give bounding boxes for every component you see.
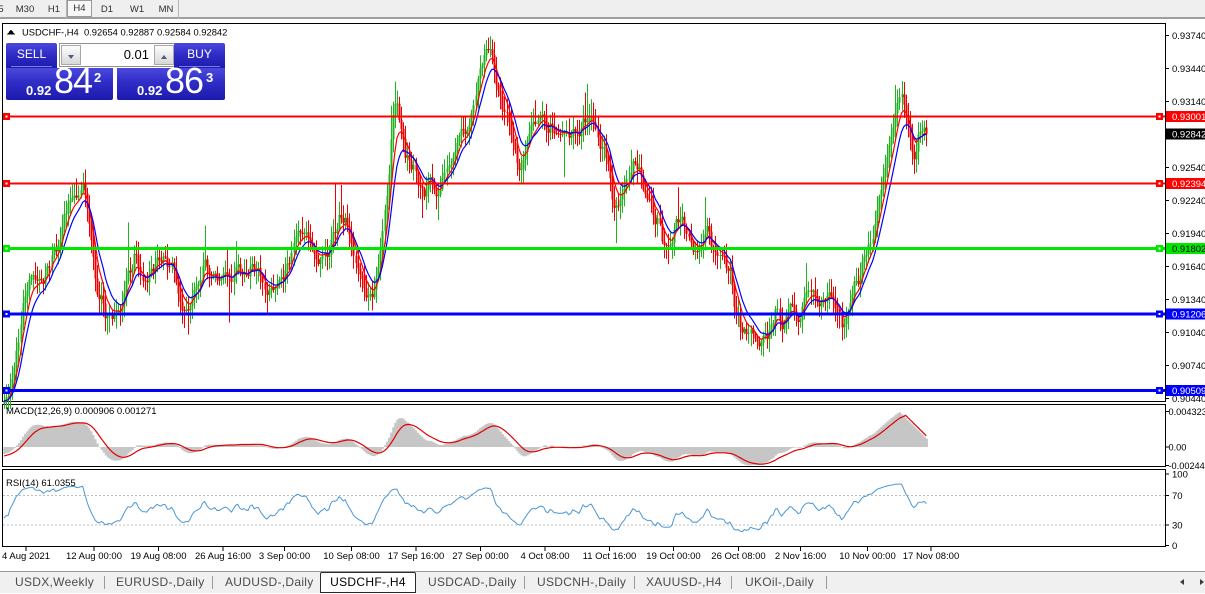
svg-text:27 Sep 00:00: 27 Sep 00:00 xyxy=(452,551,509,562)
svg-text:30: 30 xyxy=(1172,520,1183,531)
svg-text:0.91040: 0.91040 xyxy=(1172,328,1205,339)
svg-text:0.91802: 0.91802 xyxy=(1172,244,1205,255)
svg-text:4 Oct 08:00: 4 Oct 08:00 xyxy=(520,551,569,562)
svg-text:19 Oct 00:00: 19 Oct 00:00 xyxy=(646,551,700,562)
svg-text:0: 0 xyxy=(1172,541,1177,552)
svg-text:26 Oct 08:00: 26 Oct 08:00 xyxy=(711,551,765,562)
svg-text:0.93001: 0.93001 xyxy=(1172,112,1205,123)
svg-text:100: 100 xyxy=(1172,470,1188,481)
svg-text:10 Nov 00:00: 10 Nov 00:00 xyxy=(839,551,896,562)
svg-text:0.91940: 0.91940 xyxy=(1172,229,1205,240)
svg-text:17 Sep 16:00: 17 Sep 16:00 xyxy=(388,551,445,562)
svg-text:0.90509: 0.90509 xyxy=(1172,386,1205,397)
svg-text:0.92394: 0.92394 xyxy=(1172,179,1205,190)
svg-text:RSI(14) 61.0355: RSI(14) 61.0355 xyxy=(6,478,76,489)
svg-text:19 Aug 08:00: 19 Aug 08:00 xyxy=(131,551,187,562)
svg-text:0.00: 0.00 xyxy=(1169,443,1187,453)
svg-text:10 Sep 08:00: 10 Sep 08:00 xyxy=(323,551,380,562)
svg-text:70: 70 xyxy=(1172,491,1183,502)
svg-text:MACD(12,26,9) 0.000906 0.00127: MACD(12,26,9) 0.000906 0.001271 xyxy=(6,406,157,417)
svg-text:0.93440: 0.93440 xyxy=(1172,64,1205,75)
svg-text:0.92540: 0.92540 xyxy=(1172,163,1205,174)
svg-text:0.004323: 0.004323 xyxy=(1169,407,1205,417)
svg-text:26 Aug 16:00: 26 Aug 16:00 xyxy=(195,551,251,562)
svg-text:11 Oct 16:00: 11 Oct 16:00 xyxy=(583,551,637,562)
svg-text:0.91206: 0.91206 xyxy=(1172,310,1205,321)
svg-text:0.91340: 0.91340 xyxy=(1172,295,1205,306)
svg-text:12 Aug 00:00: 12 Aug 00:00 xyxy=(66,551,122,562)
svg-text:0.91640: 0.91640 xyxy=(1172,262,1205,273)
svg-text:0.92842: 0.92842 xyxy=(1172,130,1205,141)
svg-text:0.93140: 0.93140 xyxy=(1172,97,1205,108)
svg-text:0.92240: 0.92240 xyxy=(1172,196,1205,207)
svg-text:USDCHF-,H4 0.92654 0.92887 0.: USDCHF-,H4 0.92654 0.92887 0.92584 0.928… xyxy=(22,27,227,38)
svg-text:0.93740: 0.93740 xyxy=(1172,31,1205,42)
svg-text:17 Nov 08:00: 17 Nov 08:00 xyxy=(903,551,960,562)
svg-text:4 Aug 2021: 4 Aug 2021 xyxy=(2,551,50,562)
svg-text:2 Nov 16:00: 2 Nov 16:00 xyxy=(775,551,826,562)
svg-text:3 Sep 00:00: 3 Sep 00:00 xyxy=(259,551,310,562)
svg-text:0.90740: 0.90740 xyxy=(1172,361,1205,372)
